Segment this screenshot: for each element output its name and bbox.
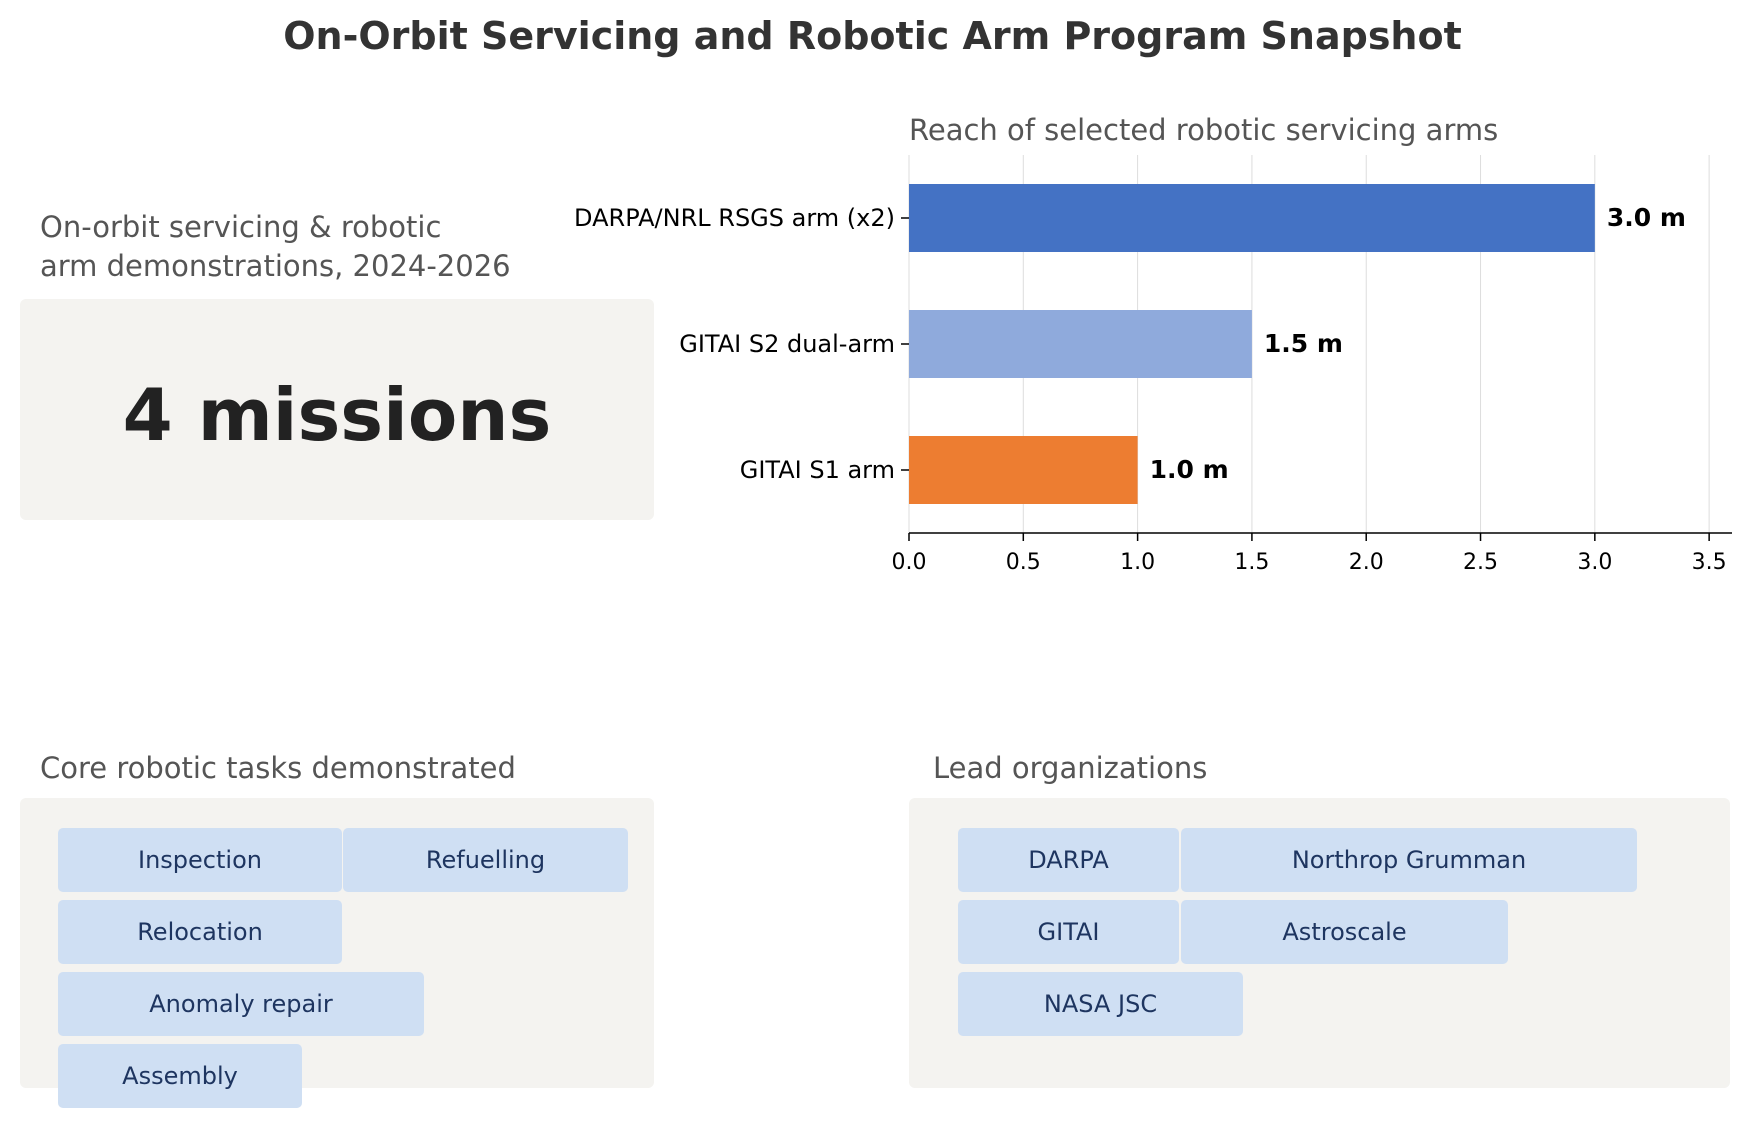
page-title: On-Orbit Servicing and Robotic Arm Progr…: [283, 14, 1462, 58]
bar: [909, 436, 1138, 504]
org-chip: Astroscale: [1181, 900, 1508, 964]
data-label: 1.5 m: [1264, 329, 1343, 358]
x-tick-label: 2.0: [1349, 550, 1384, 575]
task-chip: Refuelling: [343, 828, 628, 892]
kpi-value: 4 missions: [122, 373, 552, 457]
x-tick-label: 0.0: [892, 550, 927, 575]
bar: [909, 184, 1595, 252]
x-tick-label: 1.5: [1234, 550, 1269, 575]
kpi-card: 4 missions: [20, 299, 654, 520]
org-chip: GITAI: [958, 900, 1179, 964]
orgs-title: Lead organizations: [933, 751, 1208, 785]
task-chip: Relocation: [58, 900, 342, 964]
y-tick-label: GITAI S2 dual-arm: [679, 330, 895, 358]
org-chip: Northrop Grumman: [1181, 828, 1637, 892]
x-tick-label: 2.5: [1463, 550, 1498, 575]
task-chip: Anomaly repair: [58, 972, 424, 1036]
x-tick-label: 3.5: [1692, 550, 1727, 575]
x-tick-label: 1.0: [1120, 550, 1155, 575]
arm-reach-chart: Reach of selected robotic servicing arms…: [574, 113, 1732, 575]
task-chip: Assembly: [58, 1044, 302, 1108]
data-label: 3.0 m: [1607, 203, 1686, 232]
data-label: 1.0 m: [1150, 455, 1229, 484]
kpi-label: On-orbit servicing & robotic arm demonst…: [40, 210, 511, 283]
y-tick-label: GITAI S1 arm: [740, 456, 895, 484]
task-chip: Inspection: [58, 828, 342, 892]
org-chip: DARPA: [958, 828, 1179, 892]
chart-title: Reach of selected robotic servicing arms: [909, 113, 1498, 147]
y-tick-label: DARPA/NRL RSGS arm (x2): [574, 204, 895, 232]
bar: [909, 310, 1252, 378]
x-tick-label: 3.0: [1577, 550, 1612, 575]
x-tick-label: 0.5: [1006, 550, 1041, 575]
org-chip: NASA JSC: [958, 972, 1243, 1036]
tasks-title: Core robotic tasks demonstrated: [40, 751, 516, 785]
